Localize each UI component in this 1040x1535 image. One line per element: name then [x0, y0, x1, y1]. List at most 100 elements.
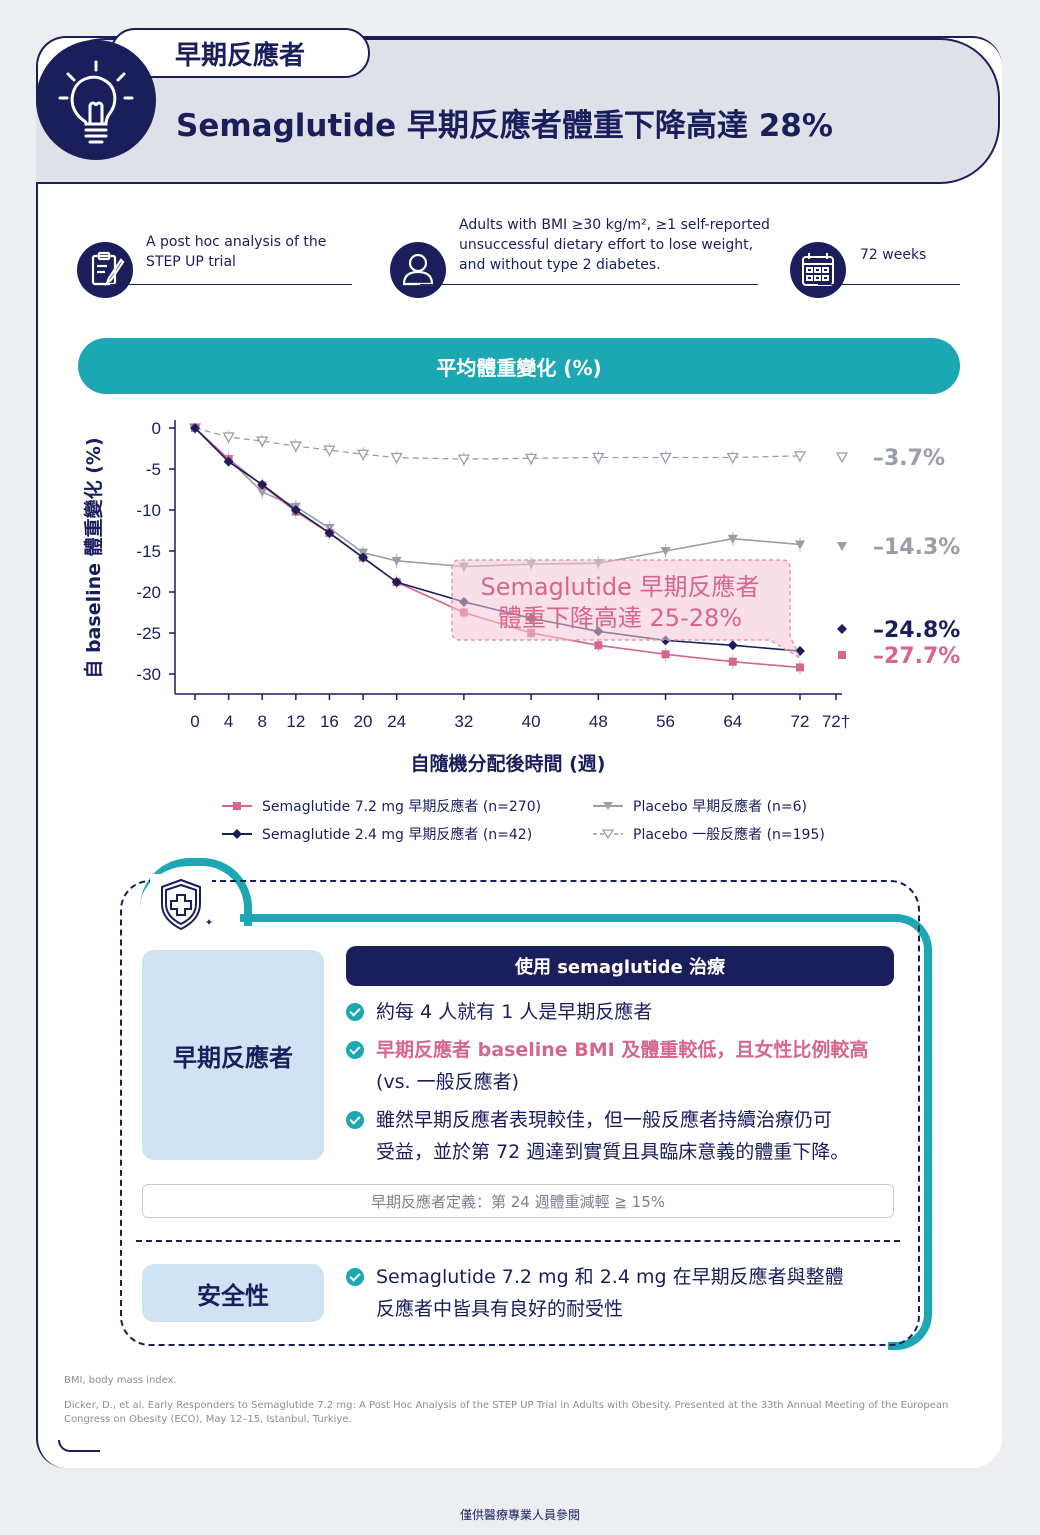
annotation-box: [451, 559, 802, 660]
data-point: [223, 456, 234, 467]
x-tick-label: 40: [522, 712, 541, 731]
data-point: [358, 552, 369, 563]
legend-item-placebo-general: Placebo 一般反應者 (n=195): [593, 824, 825, 844]
person-icon: [390, 242, 446, 298]
data-point: [457, 454, 470, 466]
data-point: [256, 436, 269, 448]
data-point: [391, 556, 402, 566]
endpoint-marker: [837, 624, 847, 634]
x-tick-label: 64: [723, 712, 742, 731]
data-point: [726, 452, 739, 464]
card-corner: [58, 1440, 100, 1452]
bullet-list: 約每 4 人就有 1 人是早期反應者 早期反應者 baseline BMI 及體…: [346, 996, 906, 1168]
data-point: [391, 577, 402, 588]
divider: [110, 284, 352, 285]
treatment-bar: 使用 semaglutide 治療: [346, 946, 894, 986]
y-tick-label: -10: [136, 501, 161, 520]
data-point: [793, 451, 807, 463]
x-tick-label: 48: [589, 712, 608, 731]
y-tick-label: -25: [136, 624, 161, 643]
data-point: [525, 453, 538, 465]
annotation-line: 體重下降高達 25-28%: [498, 604, 742, 632]
teal-accent: [140, 858, 252, 926]
divider: [136, 1240, 900, 1242]
y-tick-label: 0: [152, 419, 161, 438]
teal-accent: [888, 914, 932, 1350]
check-icon: [346, 1111, 364, 1129]
footnote-reference: Dicker, D., et al. Early Responders to S…: [64, 1400, 949, 1425]
legend-item-placebo-early: Placebo 早期反應者 (n=6): [593, 796, 807, 816]
x-tick-label: 56: [656, 712, 675, 731]
data-point: [728, 657, 737, 666]
annotation-line: Semaglutide 早期反應者: [481, 573, 760, 601]
data-point: [727, 640, 738, 651]
y-tick-label: -30: [136, 665, 161, 684]
data-point: [289, 441, 302, 453]
early-responder-label: 早期反應者: [142, 950, 324, 1160]
data-point: [661, 650, 670, 659]
safety-label: 安全性: [142, 1264, 324, 1322]
bottom-note: 僅供醫療專業人員參閱: [459, 1508, 580, 1522]
series-line: [194, 427, 801, 460]
list-item: 早期反應者 baseline BMI 及體重較低，且女性比例較高 (vs. 一般反…: [346, 1034, 906, 1098]
endpoint-label: –14.3%: [873, 535, 960, 560]
data-point: [594, 641, 603, 650]
data-point: [390, 452, 403, 464]
shield-icon: [144, 874, 212, 936]
endpoint-marker: [837, 542, 847, 551]
data-point: [796, 663, 804, 672]
footnote-abbr: BMI, body mass index.: [64, 1375, 177, 1386]
legend-item-sema72: Semaglutide 7.2 mg 早期反應者 (n=270): [222, 796, 541, 816]
data-point: [257, 479, 268, 490]
divider: [818, 284, 960, 285]
data-point: [659, 452, 672, 464]
list-item: 約每 4 人就有 1 人是早期反應者: [346, 996, 906, 1028]
lightbulb-icon: [36, 40, 156, 160]
x-tick-label: 24: [387, 712, 406, 731]
x-tick-label: 16: [320, 712, 339, 731]
x-tick-label: 20: [354, 712, 373, 731]
summary-box: [120, 880, 920, 1346]
x-tick-label: 32: [454, 712, 473, 731]
clipboard-icon: [77, 242, 133, 298]
endpoint-marker: [835, 452, 849, 464]
teal-accent: [240, 914, 890, 922]
info-population-text: Adults with BMI ≥30 kg/m², ≥1 self-repor…: [459, 217, 770, 273]
data-point: [222, 432, 235, 444]
calendar-icon: [790, 242, 846, 298]
check-icon: [346, 1268, 364, 1286]
x-tick-label: 4: [224, 712, 233, 731]
check-icon: [346, 1041, 364, 1059]
y-axis-label: 自 baseline 體重變化 (%): [82, 437, 105, 678]
endpoint-marker: [838, 651, 846, 659]
data-point: [190, 423, 200, 433]
page-title: Semaglutide 早期反應者體重下降高達 28%: [176, 108, 833, 144]
data-point: [727, 534, 738, 544]
y-tick-label: -20: [136, 583, 161, 602]
section-pill: 平均體重變化 (%): [78, 338, 960, 394]
check-icon: [346, 1003, 364, 1021]
x-tick-label: 0: [190, 712, 199, 731]
x-tick-label: 12: [286, 712, 305, 731]
y-tick-label: -15: [136, 542, 161, 561]
info-study-text: A post hoc analysis of the STEP UP trial: [146, 234, 327, 270]
data-point: [257, 487, 268, 497]
safety-text: Semaglutide 7.2 mg 和 2.4 mg 在早期反應者與整體 反應者…: [346, 1261, 906, 1325]
info-duration-text: 72 weeks: [860, 247, 927, 263]
endpoint-label: –24.8%: [873, 618, 960, 643]
data-point: [795, 540, 805, 550]
data-point: [356, 449, 370, 461]
x-tick-label: 72†: [822, 712, 850, 731]
data-point: [592, 452, 605, 464]
series-line: [194, 427, 801, 568]
header-tab: 早期反應者: [110, 28, 370, 78]
endpoint-label: –3.7%: [873, 446, 945, 471]
x-axis-label: 自隨機分配後時間 (週): [411, 752, 606, 775]
data-point: [324, 527, 335, 538]
x-tick-label: 8: [257, 712, 266, 731]
data-point: [290, 505, 301, 515]
legend-item-sema24: Semaglutide 2.4 mg 早期反應者 (n=42): [222, 824, 532, 844]
line-chart: 0-5-10-15-20-25-300 4 8 12 16 20 24 32 40 48 56 64 7…: [82, 419, 960, 775]
divider: [420, 284, 758, 285]
list-item: 雖然早期反應者表現較佳，但一般反應者持續治療仍可 受益，並於第 72 週達到實質且…: [346, 1104, 906, 1168]
